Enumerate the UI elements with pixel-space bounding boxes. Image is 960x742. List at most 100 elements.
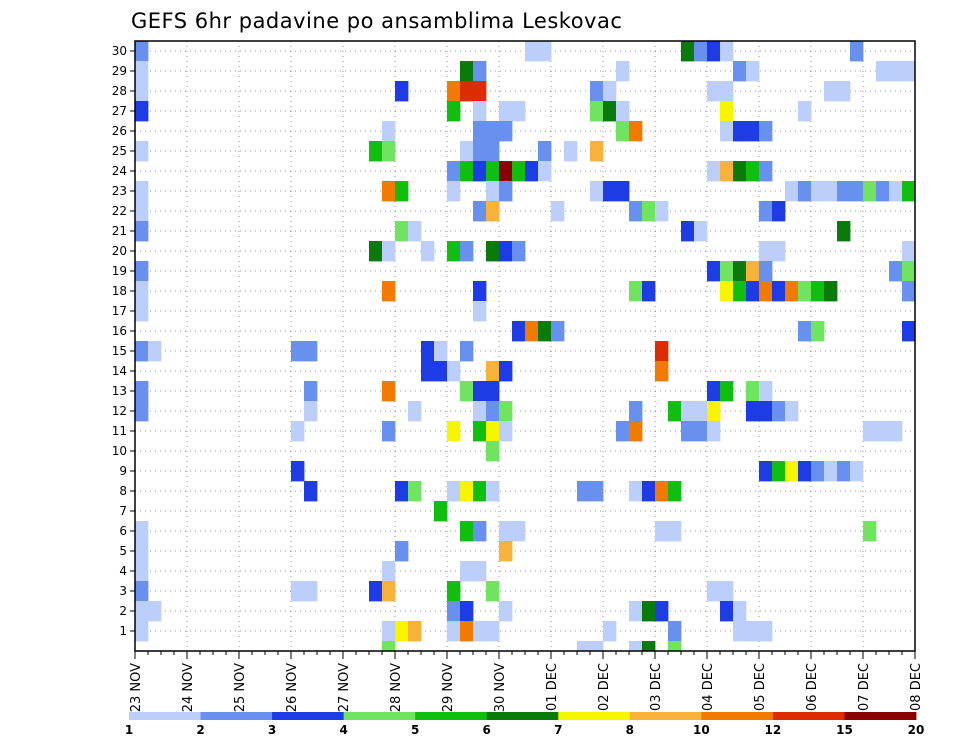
heatmap-cell xyxy=(616,181,630,202)
heatmap-cell xyxy=(382,621,396,642)
heatmap-cell xyxy=(434,501,448,522)
y-tick-label: 10 xyxy=(112,444,127,458)
heatmap-cell xyxy=(655,601,669,622)
heatmap-cell xyxy=(499,241,513,262)
heatmap-cell xyxy=(902,61,916,82)
heatmap-cell xyxy=(486,161,500,182)
y-tick-label: 6 xyxy=(119,524,127,538)
heatmap-cell xyxy=(720,281,734,302)
heatmap-cell xyxy=(395,541,409,562)
y-tick-label: 27 xyxy=(112,104,127,118)
heatmap-cell xyxy=(811,181,825,202)
heatmap-cell xyxy=(382,121,396,142)
y-tick-label: 13 xyxy=(112,384,127,398)
heatmap-cell xyxy=(135,301,149,322)
y-tick-label: 5 xyxy=(119,544,127,558)
legend-level-label: 5 xyxy=(411,723,419,737)
heatmap-cell xyxy=(447,361,461,382)
heatmap-cell xyxy=(473,481,487,502)
heatmap-cell xyxy=(304,341,318,362)
heatmap-cell xyxy=(824,461,838,482)
heatmap-cell xyxy=(447,181,461,202)
x-tick-label: 06 DEC xyxy=(805,663,820,711)
heatmap-cell xyxy=(135,101,149,122)
y-tick-label: 25 xyxy=(112,144,127,158)
heatmap-cell xyxy=(863,521,877,542)
y-tick-label: 23 xyxy=(112,184,127,198)
heatmap-cell xyxy=(759,121,773,142)
heatmap-cell xyxy=(668,521,682,542)
heatmap-cell xyxy=(447,601,461,622)
heatmap-cell xyxy=(135,621,149,642)
heatmap-cell xyxy=(291,581,305,602)
heatmap-cell xyxy=(772,461,786,482)
heatmap-cell xyxy=(369,241,383,262)
heatmap-cell xyxy=(512,521,526,542)
heatmap-cell xyxy=(798,321,812,342)
heatmap-cell xyxy=(785,281,799,302)
heatmap-cell xyxy=(135,201,149,222)
heatmap-cell xyxy=(512,321,526,342)
heatmap-cell xyxy=(499,361,513,382)
y-tick-label: 19 xyxy=(112,264,127,278)
y-tick-label: 28 xyxy=(112,84,127,98)
legend-swatch xyxy=(772,712,845,720)
heatmap-cell xyxy=(837,81,851,102)
heatmap-cell xyxy=(473,61,487,82)
heatmap-cell xyxy=(304,581,318,602)
y-axis: 1234567891011121314151617181920212223242… xyxy=(112,44,135,638)
heatmap-cell xyxy=(642,641,656,651)
heatmap-cell xyxy=(603,101,617,122)
heatmap-cell xyxy=(668,621,682,642)
heatmap-cell xyxy=(798,281,812,302)
heatmap-cell xyxy=(876,181,890,202)
x-tick-label: 04 DEC xyxy=(701,663,716,711)
heatmap-cell xyxy=(707,261,721,282)
x-tick-label: 27 NOV xyxy=(337,663,352,712)
heatmap-cell xyxy=(291,421,305,442)
legend-level-label: 12 xyxy=(765,723,782,737)
heatmap-cell xyxy=(655,521,669,542)
heatmap-cell xyxy=(681,41,695,62)
heatmap-cell xyxy=(785,181,799,202)
y-tick-label: 17 xyxy=(112,304,127,318)
legend-swatch xyxy=(129,712,201,720)
heatmap-cell xyxy=(707,161,721,182)
heatmap-cell xyxy=(720,581,734,602)
heatmap-cell xyxy=(460,61,474,82)
heatmap-cell xyxy=(902,241,916,262)
x-tick-label: 03 DEC xyxy=(649,663,664,711)
heatmap-cell xyxy=(629,281,643,302)
x-tick-label: 08 DEC xyxy=(909,663,924,711)
heatmap-cell xyxy=(759,381,773,402)
heatmap-cell xyxy=(759,261,773,282)
heatmap-cell xyxy=(421,361,435,382)
heatmap-cell xyxy=(291,461,305,482)
heatmap-cell xyxy=(746,161,760,182)
heatmap-cell xyxy=(135,181,149,202)
heatmap-cell xyxy=(408,481,422,502)
heatmap-cell xyxy=(876,421,890,442)
heatmap-cell xyxy=(733,601,747,622)
heatmap-cell xyxy=(590,481,604,502)
y-tick-label: 9 xyxy=(119,464,127,478)
heatmap-cell xyxy=(447,621,461,642)
heatmap-cell xyxy=(486,381,500,402)
heatmap-cell xyxy=(473,421,487,442)
heatmap-cell xyxy=(603,81,617,102)
heatmap-cell xyxy=(369,141,383,162)
heatmap-cell xyxy=(395,221,409,242)
heatmap-cell xyxy=(499,101,513,122)
heatmap-cell xyxy=(135,141,149,162)
heatmap-cell xyxy=(655,341,669,362)
heatmap-cell xyxy=(525,161,539,182)
heatmap-cell xyxy=(707,381,721,402)
heatmap-cell xyxy=(772,401,786,422)
heatmap-cell xyxy=(772,201,786,222)
heatmap-cell xyxy=(408,621,422,642)
heatmap-cell xyxy=(590,101,604,122)
heatmap-cell xyxy=(837,181,851,202)
y-tick-label: 18 xyxy=(112,284,127,298)
heatmap-cell xyxy=(720,161,734,182)
